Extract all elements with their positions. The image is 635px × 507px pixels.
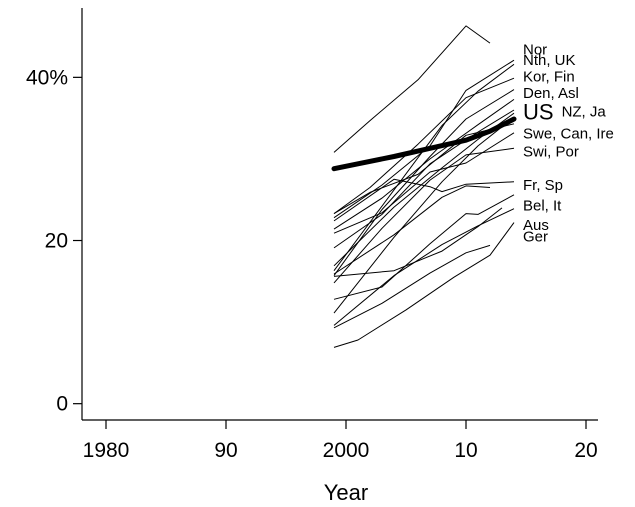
- x-axis-title: Year: [324, 480, 368, 505]
- x-tick-label: 2000: [323, 439, 370, 462]
- series-line-us: [331, 116, 517, 172]
- series-line: [333, 244, 491, 329]
- series-line: [333, 77, 515, 215]
- series-line: [333, 185, 491, 275]
- x-tick-label: 20: [574, 439, 597, 462]
- series-line: [333, 208, 515, 326]
- series-line: [333, 147, 515, 284]
- y-tick-label: 20: [45, 230, 68, 253]
- x-tick-label: 1980: [83, 439, 130, 462]
- country-label: Nth, UK: [523, 52, 576, 69]
- country-label: Bel, It: [523, 197, 562, 214]
- series-line: [333, 194, 515, 300]
- series-line: [333, 178, 515, 222]
- country-label: Kor, Fin: [523, 69, 575, 86]
- country-label: Fr, Sp: [523, 177, 563, 194]
- series-line: [333, 89, 515, 276]
- x-tick-label: 10: [454, 439, 477, 462]
- label-us: US: [523, 100, 554, 125]
- series-line: [333, 222, 515, 348]
- series-line: [333, 25, 491, 153]
- series-line: [333, 123, 515, 215]
- country-label: NZ, Ja: [562, 104, 607, 121]
- series-line: [333, 98, 515, 230]
- series-lines: [331, 25, 517, 348]
- y-axis-ticks: 0 20 40%: [26, 66, 82, 416]
- series-line: [333, 112, 515, 267]
- country-label: Ger: [523, 228, 548, 245]
- x-axis-ticks: 1980 90 2000 10 20: [83, 420, 598, 462]
- series-line: [333, 109, 515, 249]
- series-line: [333, 63, 515, 271]
- country-label: Swi, Por: [523, 144, 579, 161]
- y-tick-label: 40%: [26, 66, 68, 89]
- y-tick-label: 0: [56, 393, 68, 416]
- x-tick-label: 90: [214, 439, 237, 462]
- country-label: Aus: [523, 217, 549, 234]
- series-line: [333, 116, 515, 314]
- country-label: Nor: [523, 42, 547, 59]
- series-line: [333, 207, 503, 277]
- country-label: Swe, Can, Ire: [523, 126, 614, 143]
- country-label: Den, Asl: [523, 85, 579, 102]
